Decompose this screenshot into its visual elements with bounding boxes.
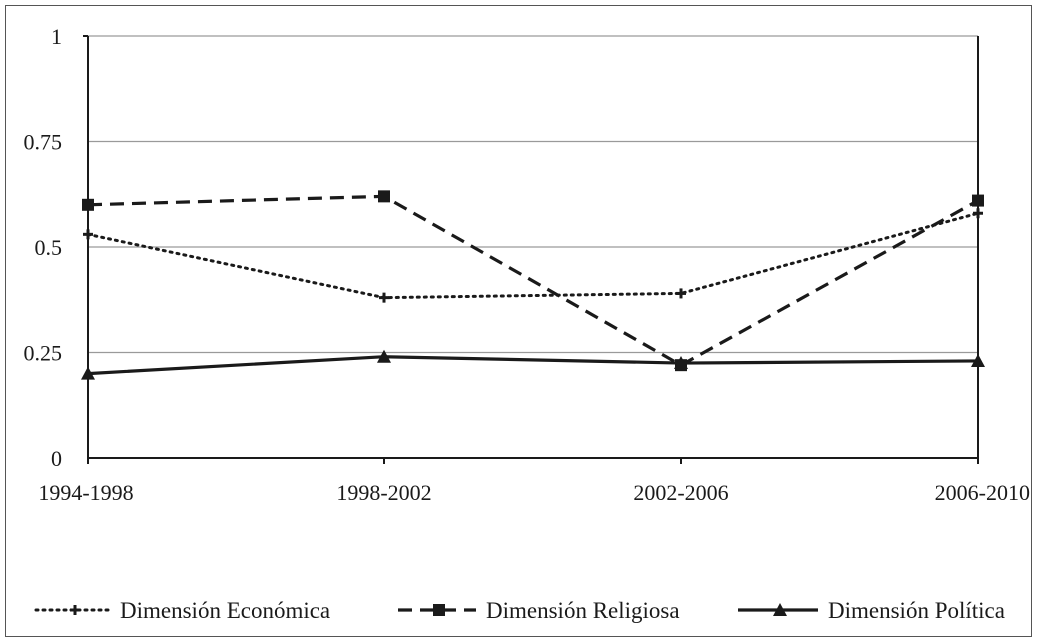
legend-marker bbox=[433, 604, 445, 616]
x-tick-label: 1994-1998 bbox=[38, 480, 133, 505]
data-point bbox=[379, 292, 389, 303]
data-point bbox=[973, 208, 983, 219]
data-point bbox=[676, 288, 686, 299]
legend-item: Dimensión Económica bbox=[34, 598, 330, 623]
series-1 bbox=[82, 190, 984, 372]
legend-item: Dimensión Religiosa bbox=[398, 598, 680, 623]
x-tick-label: 2002-2006 bbox=[633, 480, 728, 505]
y-tick-label: 0.5 bbox=[35, 235, 63, 260]
series-line bbox=[87, 355, 979, 376]
y-tick-labels: 0 0.25 0.5 0.75 1 bbox=[24, 24, 63, 471]
legend-item: Dimensión Política bbox=[738, 598, 1005, 623]
x-tick-label: 2006-2010 bbox=[935, 480, 1030, 505]
gridlines bbox=[88, 35, 978, 354]
data-point bbox=[378, 190, 390, 203]
legend-label: Dimensión Política bbox=[828, 598, 1005, 623]
y-tick-label: 0 bbox=[51, 446, 62, 471]
chart-frame bbox=[5, 5, 1032, 637]
data-point bbox=[972, 194, 984, 207]
series-lines bbox=[81, 190, 985, 380]
data-point bbox=[83, 229, 93, 240]
data-point bbox=[971, 353, 985, 367]
series-0 bbox=[83, 208, 983, 303]
legend-marker bbox=[773, 603, 787, 616]
legend-label: Dimensión Económica bbox=[120, 598, 330, 623]
y-tick-label: 1 bbox=[51, 24, 62, 49]
data-point bbox=[81, 366, 95, 380]
y-tick-label: 0.75 bbox=[24, 130, 63, 155]
data-point bbox=[82, 198, 94, 211]
x-tick-labels: 1994-1998 1998-2002 2002-2006 2006-2010 bbox=[38, 480, 1030, 505]
axes bbox=[83, 35, 979, 464]
data-point bbox=[377, 349, 391, 363]
y-tick-label: 0.25 bbox=[24, 341, 63, 366]
series-line bbox=[86, 211, 980, 300]
x-tick-label: 1998-2002 bbox=[336, 480, 431, 505]
legend-marker bbox=[70, 605, 80, 615]
series-2 bbox=[81, 349, 985, 380]
legend: Dimensión Económica Dimensión Religiosa Di… bbox=[34, 598, 1005, 623]
legend-label: Dimensión Religiosa bbox=[486, 598, 680, 623]
series-line bbox=[87, 194, 979, 367]
data-point bbox=[674, 356, 688, 370]
